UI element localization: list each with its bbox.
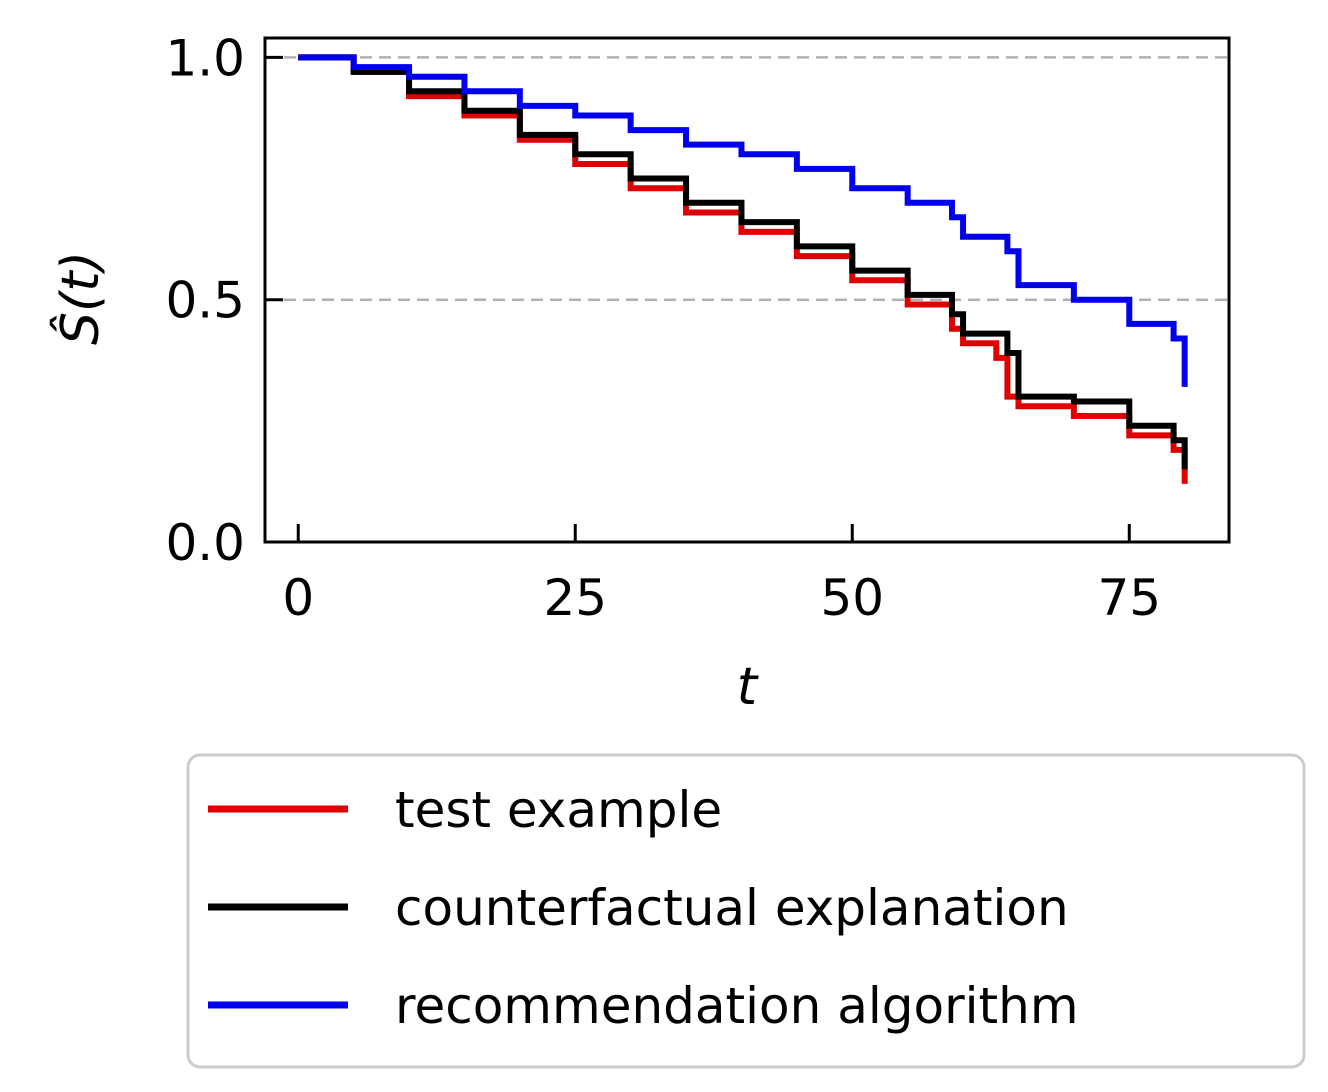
reference-lines (265, 56, 1229, 301)
plot-frame (263, 36, 1231, 544)
legend-label: counterfactual explanation (395, 879, 1069, 937)
y-axis-ticks: 0.0 0.5 1.0 (165, 29, 283, 572)
series-layer (298, 54, 1188, 484)
x-tick-label: 0 (282, 569, 314, 627)
x-axis-label: t (737, 657, 759, 717)
series-line-2 (298, 54, 1188, 387)
series-line-1 (298, 54, 1188, 470)
y-tick-label: 0.0 (165, 514, 245, 572)
legend-label: test example (395, 781, 722, 839)
legend-box (186, 753, 1306, 1069)
legend-entries: test example counterfactual explanation re… (208, 781, 1079, 1035)
series-line-0 (298, 54, 1188, 484)
legend-label: recommendation algorithm (395, 977, 1079, 1035)
legend: test example counterfactual explanation re… (186, 753, 1306, 1069)
x-tick-label: 50 (820, 569, 884, 627)
y-axis-label: Ŝ(t) (49, 251, 111, 345)
y-tick-label: 0.5 (165, 272, 245, 330)
x-tick-label: 75 (1097, 569, 1161, 627)
y-tick-label: 1.0 (165, 29, 245, 87)
x-tick-label: 25 (543, 569, 607, 627)
x-axis-ticks: 0 25 50 75 (282, 524, 1161, 627)
